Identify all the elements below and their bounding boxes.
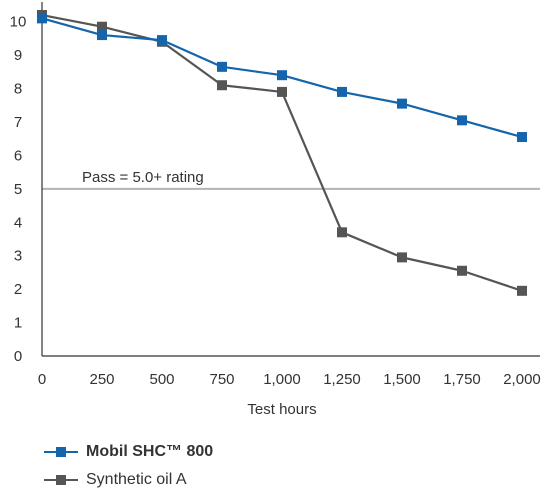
legend-swatch-marker bbox=[56, 475, 66, 485]
data-point bbox=[217, 80, 227, 91]
legend-label: Synthetic oil A bbox=[86, 471, 187, 488]
y-tick-label: 7 bbox=[14, 114, 22, 131]
series-layer bbox=[37, 10, 527, 296]
y-tick-label: 2 bbox=[14, 281, 22, 298]
data-point bbox=[397, 98, 407, 109]
x-tick-label: 500 bbox=[149, 371, 174, 388]
data-point bbox=[97, 30, 107, 41]
y-tick-label: 10 bbox=[10, 14, 27, 31]
data-point bbox=[397, 252, 407, 263]
series-2 bbox=[37, 10, 527, 296]
x-tick-label: 750 bbox=[209, 371, 234, 388]
data-point bbox=[457, 265, 467, 276]
data-point bbox=[37, 13, 47, 24]
x-tick-label: 1,000 bbox=[263, 371, 301, 388]
data-point bbox=[457, 115, 467, 126]
data-point bbox=[217, 61, 227, 72]
data-point bbox=[157, 35, 167, 46]
y-tick-label: 4 bbox=[14, 214, 22, 231]
data-point bbox=[337, 227, 347, 238]
y-tick-label: 9 bbox=[14, 47, 22, 64]
line-chart: Pass = 5.0+ rating 0 1 2 3 4 5 6 7 8 9 10 0 250 500 75… bbox=[10, 2, 541, 418]
y-tick-label: 3 bbox=[14, 248, 22, 265]
data-point bbox=[517, 132, 527, 143]
y-tick-label: 5 bbox=[14, 181, 22, 198]
x-axis-title: Test hours bbox=[247, 401, 316, 418]
series-1 bbox=[37, 13, 527, 143]
legend-item: Synthetic oil A bbox=[44, 466, 213, 494]
tick-labels: 0 1 2 3 4 5 6 7 8 9 10 0 250 500 750 1,000 1,250 1,500 1,7… bbox=[10, 14, 541, 418]
x-tick-label: 2,000 bbox=[503, 371, 541, 388]
legend-swatch-marker bbox=[56, 447, 66, 457]
y-tick-label: 0 bbox=[14, 348, 22, 365]
legend-swatch bbox=[44, 445, 78, 459]
x-tick-label: 0 bbox=[38, 371, 46, 388]
data-point bbox=[337, 86, 347, 97]
data-point bbox=[97, 21, 107, 32]
reference-layer: Pass = 5.0+ rating bbox=[42, 169, 540, 190]
data-point bbox=[277, 86, 287, 97]
legend-label: Mobil SHC™ 800 bbox=[86, 443, 214, 460]
x-tick-label: 1,250 bbox=[323, 371, 361, 388]
series-line bbox=[41, 13, 523, 292]
legend: Mobil SHC™ 800 Synthetic oil A bbox=[44, 438, 213, 494]
x-tick-label: 1,750 bbox=[443, 371, 481, 388]
axes bbox=[41, 2, 540, 357]
x-tick-label: 250 bbox=[89, 371, 114, 388]
y-tick-label: 6 bbox=[14, 147, 22, 164]
legend-swatch bbox=[44, 473, 78, 487]
y-tick-label: 1 bbox=[14, 315, 22, 332]
y-tick-label: 8 bbox=[14, 81, 22, 98]
data-point bbox=[277, 70, 287, 81]
pass-threshold-label: Pass = 5.0+ rating bbox=[82, 169, 204, 186]
legend-item: Mobil SHC™ 800 bbox=[44, 438, 213, 466]
x-tick-label: 1,500 bbox=[383, 371, 421, 388]
data-point bbox=[517, 285, 527, 296]
